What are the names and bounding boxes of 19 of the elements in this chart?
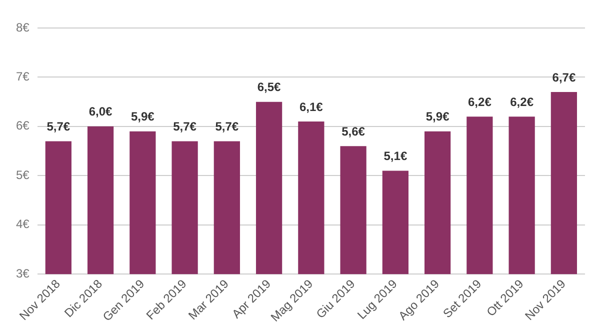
- data-label: 5,7€: [173, 120, 197, 134]
- data-label: 6,5€: [257, 80, 282, 94]
- y-tick-label: 3€: [16, 266, 30, 280]
- data-label: 5,9€: [426, 110, 450, 124]
- data-label: 5,7€: [46, 120, 70, 134]
- data-label: 5,7€: [215, 120, 239, 134]
- y-tick-label: 4€: [16, 217, 30, 232]
- y-tick-label: 5€: [16, 168, 30, 182]
- data-label: 5,6€: [342, 124, 366, 138]
- data-label: 5,9€: [130, 110, 155, 124]
- data-label: 5,1€: [384, 149, 408, 164]
- data-label: 6,2€: [468, 94, 492, 109]
- y-tick-label: 6€: [16, 118, 30, 133]
- y-tick-label: 8€: [16, 20, 30, 34]
- data-label: 6,1€: [299, 100, 324, 114]
- data-label: 6,2€: [510, 94, 534, 109]
- y-tick-label: 7€: [16, 70, 30, 84]
- data-label: 6,0€: [88, 104, 113, 119]
- data-label: 6,7€: [552, 70, 576, 84]
